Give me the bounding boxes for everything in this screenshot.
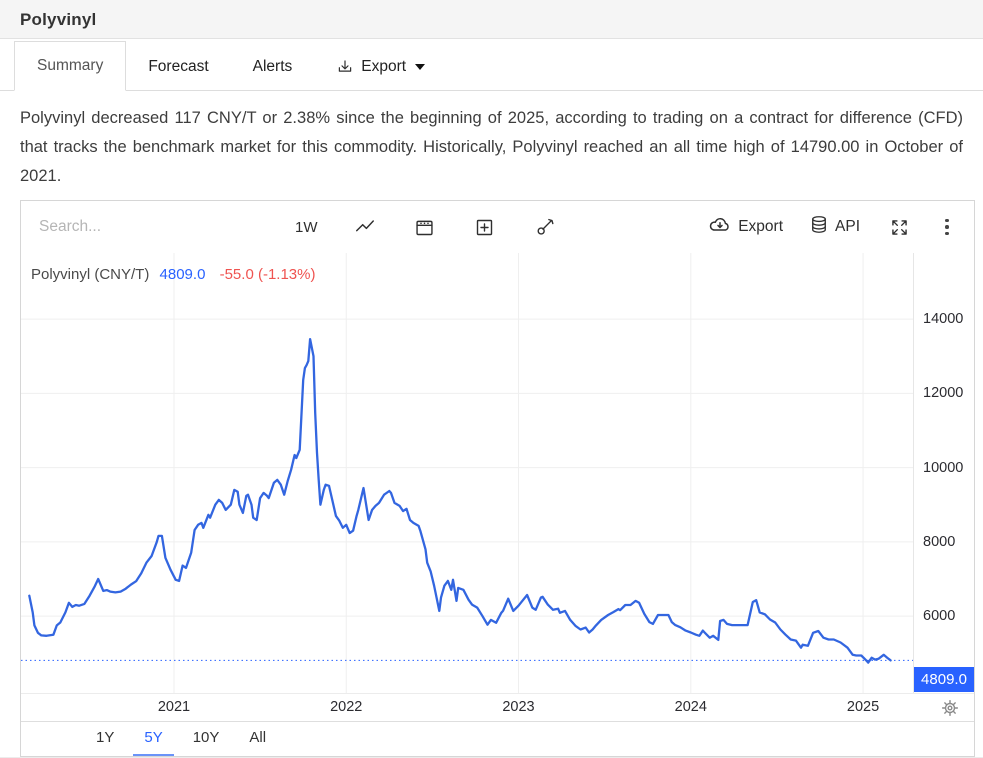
current-price-tag: 4809.0	[914, 667, 974, 693]
download-icon	[336, 58, 354, 76]
range-all[interactable]: All	[249, 729, 267, 746]
legend-series-name: Polyvinyl (CNY/T)	[31, 266, 150, 283]
more-options-icon[interactable]	[938, 218, 956, 236]
range-1y[interactable]: 1Y	[96, 729, 115, 746]
y-tick-label: 6000	[923, 608, 956, 625]
tab-bar: Summary Forecast Alerts Export	[0, 39, 983, 91]
tab-export[interactable]: Export	[314, 43, 447, 91]
legend-price: 4809.0	[159, 266, 206, 283]
tools-icon[interactable]	[532, 214, 558, 240]
calendar-icon[interactable]	[412, 214, 438, 240]
database-icon	[809, 214, 829, 240]
x-tick-label: 2022	[330, 699, 363, 715]
summary-description: Polyvinyl decreased 117 CNY/T or 2.38% s…	[20, 109, 963, 185]
tab-forecast-label: Forecast	[148, 58, 209, 75]
api-label: API	[835, 218, 860, 235]
chart-plot-area[interactable]: 6000 8000 10000 12000 14000 Polyvinyl (CNY/T…	[21, 253, 974, 693]
tab-alerts[interactable]: Alerts	[231, 43, 315, 91]
chart-export-button[interactable]: Export	[708, 214, 783, 241]
y-tick-label: 14000	[923, 311, 964, 328]
add-indicator-icon[interactable]	[472, 214, 498, 240]
range-selector: 1Y 5Y 10Y All	[21, 722, 974, 756]
line-style-icon[interactable]	[352, 214, 378, 240]
chart-panel: 1W	[20, 200, 975, 757]
chart-toolbar: 1W	[21, 201, 974, 253]
x-tick-label: 2021	[157, 699, 191, 715]
fullscreen-icon[interactable]	[886, 214, 912, 240]
x-tick-label: 2025	[846, 699, 880, 715]
y-tick-label: 10000	[923, 459, 964, 476]
legend-change: -55.0 (-1.13%)	[219, 266, 316, 283]
x-tick-label: 2023	[502, 699, 535, 715]
x-tick-label: 2024	[674, 699, 707, 715]
api-button[interactable]: API	[809, 214, 860, 240]
chart-legend: Polyvinyl (CNY/T) 4809.0 -55.0 (-1.13%)	[31, 266, 315, 283]
page-title: Polyvinyl	[20, 10, 97, 29]
tab-forecast[interactable]: Forecast	[126, 43, 230, 91]
tab-summary-label: Summary	[37, 57, 104, 74]
range-5y[interactable]: 5Y	[133, 722, 174, 756]
tab-summary[interactable]: Summary	[14, 41, 127, 91]
tab-alerts-label: Alerts	[252, 58, 293, 75]
x-axis: 2021 2022 2023 2024 2025	[21, 693, 974, 722]
gear-icon[interactable]	[940, 698, 960, 723]
tab-export-label: Export	[361, 58, 407, 75]
y-tick-label: 8000	[923, 533, 956, 550]
cloud-download-icon	[708, 214, 732, 241]
price-line-chart	[21, 253, 913, 693]
toolbar-right-group: Export API	[708, 214, 956, 241]
search-input[interactable]	[39, 218, 199, 236]
y-tick-label: 12000	[923, 385, 964, 402]
y-axis: 6000 8000 10000 12000 14000	[913, 253, 974, 693]
caret-down-icon	[415, 64, 426, 70]
interval-button[interactable]: 1W	[295, 218, 318, 236]
chart-export-label: Export	[738, 218, 784, 235]
page-header: Polyvinyl	[0, 0, 983, 39]
range-10y[interactable]: 10Y	[192, 729, 220, 746]
